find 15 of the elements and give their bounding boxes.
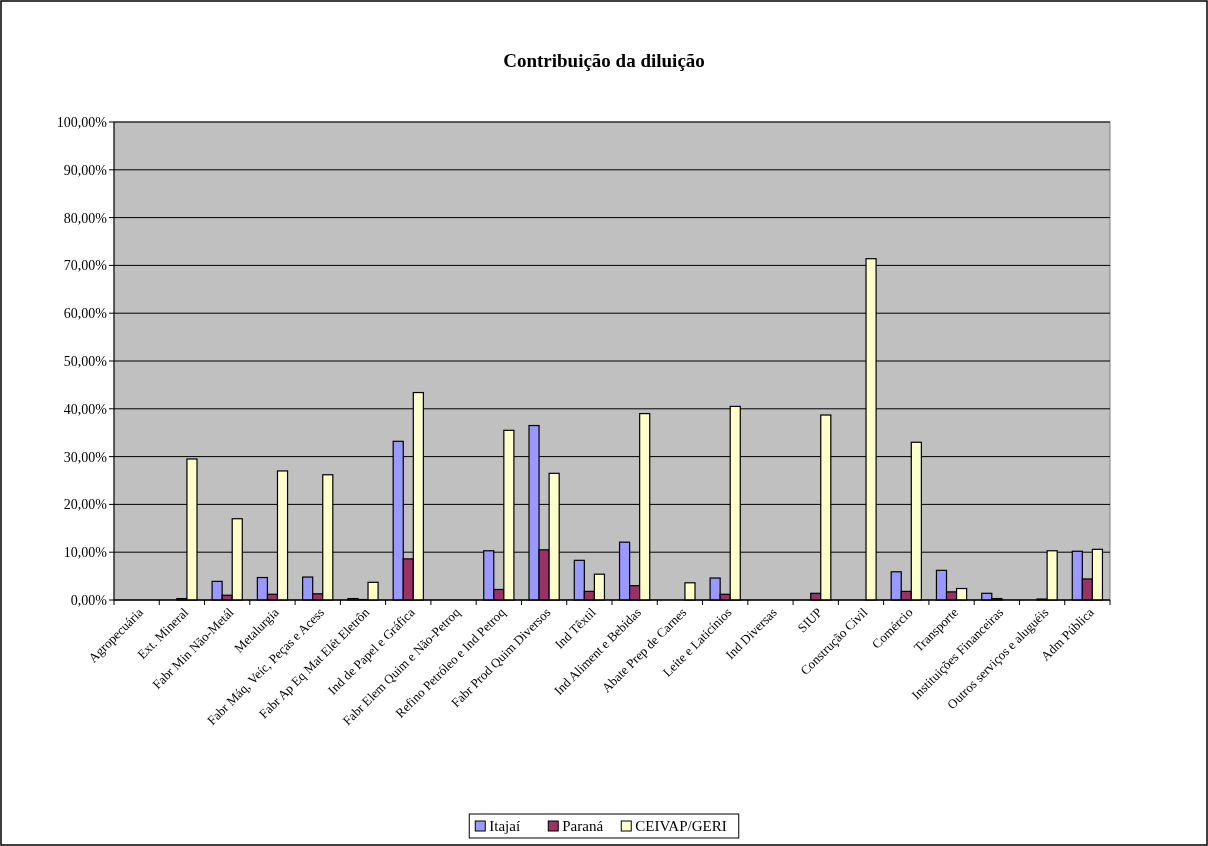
y-tick-label: 80,00% — [63, 210, 108, 226]
legend-label: CEIVAP/GERI — [635, 818, 727, 835]
y-tick-label: 100,00% — [56, 114, 108, 130]
y-tick-label: 90,00% — [63, 162, 108, 178]
chart-title: Contribuição da diluição — [503, 50, 705, 71]
legend-label: Paraná — [562, 818, 604, 835]
y-tick-label: 40,00% — [63, 401, 108, 417]
y-tick-label: 0,00% — [70, 592, 108, 608]
y-tick-label: 30,00% — [63, 449, 108, 465]
legend-label: Itajaí — [489, 818, 521, 835]
y-tick-label: 50,00% — [63, 353, 108, 369]
y-tick-label: 70,00% — [63, 258, 108, 274]
y-tick-label: 10,00% — [63, 545, 108, 561]
y-tick-label: 60,00% — [63, 306, 108, 322]
y-tick-label: 20,00% — [63, 497, 108, 513]
